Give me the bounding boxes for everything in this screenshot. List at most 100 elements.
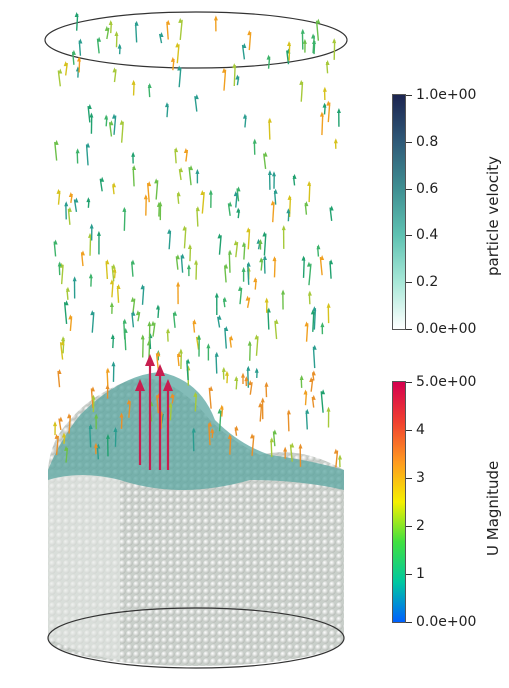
velocity-arrow-head <box>177 65 182 71</box>
velocity-arrow <box>146 183 150 203</box>
velocity-arrow-head <box>298 443 303 449</box>
velocity-arrow-head <box>292 173 297 179</box>
velocity-arrow-head <box>57 261 62 267</box>
velocity-arrow-head <box>305 408 310 414</box>
velocity-arrow-head <box>333 138 338 144</box>
velocity-arrow <box>223 69 227 91</box>
velocity-arrow <box>85 144 89 166</box>
velocity-arrow-head <box>316 244 321 250</box>
velocity-arrow-head <box>65 286 70 292</box>
velocity-arrow-head <box>126 399 131 405</box>
velocity-arrow-head <box>180 253 185 259</box>
velocity-arrow-head <box>247 340 252 346</box>
velocity-arrow <box>319 256 323 276</box>
velocity-arrow-head <box>196 334 201 340</box>
velocity-arrow-head <box>61 432 66 438</box>
velocity-arrow <box>201 191 205 214</box>
velocity-arrow <box>255 336 259 356</box>
velocity-arrow <box>113 115 117 135</box>
velocity-arrow-head <box>78 38 83 44</box>
velocity-arrow-head <box>267 170 272 176</box>
velocity-arrow-head <box>304 321 309 327</box>
velocity-arrow-head <box>326 302 331 308</box>
velocity-arrow-head <box>86 197 91 203</box>
velocity-arrow-head <box>91 394 96 400</box>
velocity-arrow-head <box>112 182 117 188</box>
velocity-arrow-head <box>61 336 66 342</box>
velocity-arrow-head <box>336 107 341 113</box>
velocity-arrow-head <box>299 375 304 381</box>
velocity-arrow-head <box>237 285 242 291</box>
velocity-arrow <box>168 230 172 250</box>
velocity-arrow-head <box>241 266 246 272</box>
velocity-arrow-head <box>250 433 255 439</box>
velocity-arrow-head <box>264 381 269 387</box>
velocity-arrow-head <box>131 310 136 316</box>
velocity-arrow-head <box>63 61 68 67</box>
velocity-arrow-head <box>329 259 334 265</box>
velocity-arrow-head <box>191 427 196 433</box>
colorbar-tick-label: 1.0e+00 <box>416 87 477 103</box>
velocity-arrow-head <box>97 36 102 42</box>
velocity-arrow-head <box>311 394 316 400</box>
velocity-arrow <box>208 387 212 409</box>
velocity-arrow-head <box>236 186 241 192</box>
velocity-arrow-head <box>166 328 171 334</box>
velocity-arrow-head <box>54 433 59 439</box>
velocity-arrow-head <box>154 178 159 184</box>
velocity-arrow-head <box>135 379 145 391</box>
velocity-arrows <box>53 12 342 470</box>
velocity-arrow-head <box>80 250 85 256</box>
colorbar-tick-mark <box>406 574 412 575</box>
velocity-arrow-head <box>159 31 164 37</box>
velocity-arrow <box>247 367 250 388</box>
velocity-arrow-head <box>109 301 114 307</box>
particle-bed-shadow <box>48 470 120 660</box>
velocity-arrow <box>308 182 311 203</box>
colorbar-tick-label: 5.0e+00 <box>416 374 477 390</box>
velocity-arrow-head <box>158 201 163 207</box>
velocity-arrow-head <box>175 42 180 48</box>
velocity-arrow-head <box>77 56 82 62</box>
velocity-arrow-head <box>321 389 326 395</box>
velocity-arrow-head <box>170 56 175 62</box>
velocity-arrow <box>218 410 222 432</box>
velocity-arrow-head <box>140 284 145 290</box>
colorbar-title: U Magnitude <box>484 460 502 556</box>
velocity-arrow-head <box>131 151 136 157</box>
velocity-arrow-head <box>143 194 148 200</box>
velocity-arrow-head <box>140 334 145 340</box>
velocity-arrow <box>273 258 276 278</box>
velocity-arrow-head <box>86 142 91 148</box>
velocity-arrow-head <box>221 67 226 73</box>
colorbar-tick-mark <box>406 141 412 143</box>
particle-cap <box>48 372 344 490</box>
velocity-arrow <box>312 311 315 332</box>
colorbar-tick-label: 0.0e+00 <box>416 614 477 630</box>
velocity-arrow-head <box>320 255 325 261</box>
velocity-arrow-head <box>316 18 321 24</box>
velocity-arrow-head <box>176 352 181 358</box>
velocity-arrow-head <box>273 188 278 194</box>
velocity-arrow-head <box>233 191 238 197</box>
velocity-arrow-head <box>67 206 72 212</box>
velocity-arrow-head <box>312 344 317 350</box>
velocity-arrow-head <box>132 165 137 171</box>
velocity-arrow-head <box>222 296 227 302</box>
velocity-arrow <box>188 167 192 186</box>
velocity-arrow-head <box>189 165 194 171</box>
velocity-arrow-head <box>309 376 314 382</box>
velocity-arrow-head <box>112 267 117 273</box>
velocity-arrow <box>308 263 312 286</box>
velocity-arrow-head <box>311 33 316 39</box>
velocity-arrow-head <box>178 348 183 354</box>
velocity-arrow-head <box>213 15 218 21</box>
velocity-arrow <box>288 196 292 218</box>
velocity-arrow <box>196 208 199 227</box>
velocity-arrow-head <box>192 319 197 325</box>
colorbar-tick-label: 0.6 <box>416 180 439 197</box>
velocity-arrow-head <box>242 42 247 48</box>
velocity-arrow-head <box>89 112 94 118</box>
velocity-arrow <box>68 415 72 434</box>
